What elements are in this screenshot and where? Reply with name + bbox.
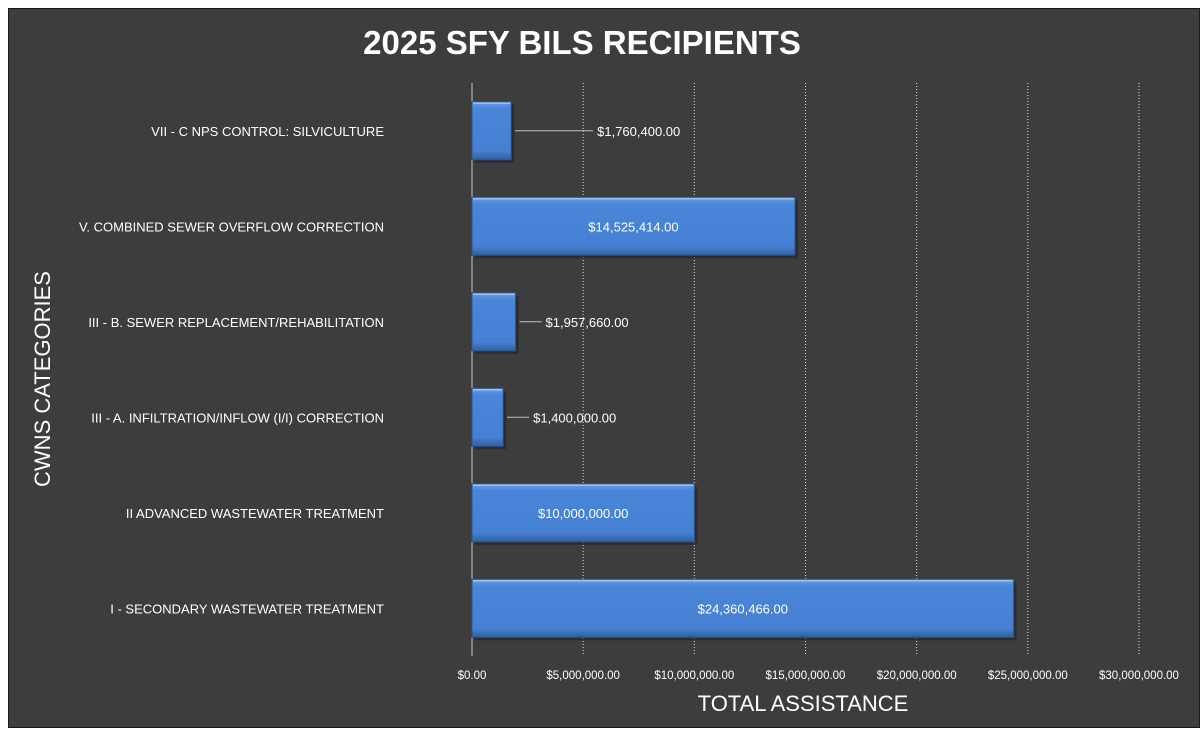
data-label-4: $10,000,000.00 <box>538 506 628 521</box>
data-label-3: $1,400,000.00 <box>533 410 616 425</box>
bar-2 <box>471 292 517 352</box>
category-label-5: I - SECONDARY WASTEWATER TREATMENT <box>110 601 384 616</box>
bar-0 <box>471 101 512 161</box>
x-tick-label-0: $0.00 <box>458 670 487 682</box>
bar-1 <box>471 196 796 256</box>
data-label-2: $1,957,660.00 <box>546 315 629 330</box>
category-label-1: V. COMBINED SEWER OVERFLOW CORRECTION <box>79 219 384 234</box>
bars <box>471 101 1017 641</box>
x-tick-label-2: $10,000,000.00 <box>654 670 734 682</box>
y-axis-title: CWNS CATEGORIES <box>30 271 55 487</box>
category-label-2: III - B. SEWER REPLACEMENT/REHABILITATIO… <box>88 315 384 330</box>
data-label-0: $1,760,400.00 <box>597 124 680 139</box>
data-label-1: $14,525,414.00 <box>588 219 678 234</box>
bar-4 <box>471 483 695 543</box>
bar-3 <box>471 387 504 447</box>
x-tick-label-3: $15,000,000.00 <box>766 670 846 682</box>
gridlines <box>471 83 1140 656</box>
bar-5 <box>471 578 1015 638</box>
x-axis-title: TOTAL ASSISTANCE <box>698 691 909 716</box>
x-tick-label-5: $25,000,000.00 <box>988 670 1068 682</box>
chart-svg: 2025 SFY BILS RECIPIENTS VII - C NPS CON… <box>30 24 1179 716</box>
x-tick-label-1: $5,000,000.00 <box>546 670 620 682</box>
x-tick-label-4: $20,000,000.00 <box>877 670 957 682</box>
chart-frame: 2025 SFY BILS RECIPIENTS VII - C NPS CON… <box>8 8 1200 728</box>
x-tick-labels: $0.00 $5,000,000.00 $10,000,000.00 $15,000,… <box>458 670 1179 682</box>
category-label-3: III - A. INFILTRATION/INFLOW (I/I) CORRE… <box>91 410 384 425</box>
category-label-0: VII - C NPS CONTROL: SILVICULTURE <box>151 124 384 139</box>
x-tick-label-6: $30,000,000.00 <box>1099 670 1179 682</box>
data-labels: $1,760,400.00 $14,525,414.00 $1,957,660.00… <box>507 124 788 616</box>
category-label-4: II ADVANCED WASTEWATER TREATMENT <box>126 506 384 521</box>
data-label-5: $24,360,466.00 <box>698 601 788 616</box>
category-labels: VII - C NPS CONTROL: SILVICULTURE V. COMB… <box>79 124 384 617</box>
chart-title: 2025 SFY BILS RECIPIENTS <box>363 24 801 61</box>
